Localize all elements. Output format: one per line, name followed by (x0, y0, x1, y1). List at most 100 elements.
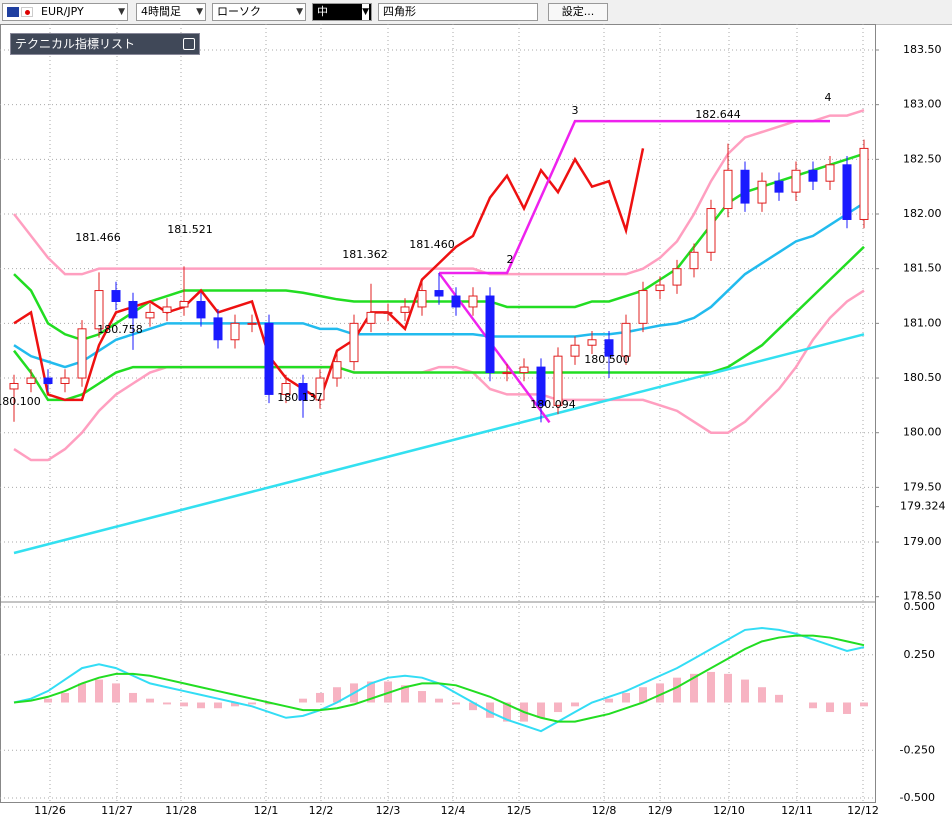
candle-body (842, 164, 852, 220)
histogram-bar (690, 673, 698, 703)
histogram-bar (418, 691, 426, 703)
chart-style: ローソク (217, 5, 261, 18)
x-tick-label: 12/9 (648, 804, 673, 817)
annotation: 181.460 (409, 238, 455, 251)
y-tick-label: 180.00 (903, 426, 942, 439)
annotation: 180.758 (97, 323, 143, 336)
candle-body (604, 339, 614, 357)
candle-body (808, 169, 818, 182)
indicator-line (439, 119, 830, 275)
candle-body (587, 339, 597, 346)
eu-flag (7, 7, 19, 17)
histogram-bar (299, 698, 307, 703)
candle-body (26, 377, 36, 384)
candle-body (859, 147, 869, 220)
histogram-bar (197, 702, 205, 709)
histogram-bar (843, 702, 851, 714)
candle-body (196, 300, 206, 319)
histogram-bar (707, 671, 715, 703)
candle-body (145, 311, 155, 319)
style-select[interactable]: ローソク ▼ (212, 3, 306, 21)
drawing: 四角形 (383, 5, 416, 18)
candle-body (434, 290, 444, 297)
histogram-bar (741, 679, 749, 703)
histogram-bar (61, 692, 69, 703)
x-tick-label: 12/11 (781, 804, 813, 817)
indicator-panel[interactable]: テクニカル指標リスト (10, 33, 200, 55)
macd-line (13, 634, 865, 723)
x-tick-label: 11/27 (101, 804, 133, 817)
x-tick-label: 12/1 (254, 804, 279, 817)
y-tick-label: 0.250 (904, 648, 936, 661)
annotation: 3 (572, 104, 579, 117)
histogram-bar (622, 692, 630, 703)
histogram-bar (231, 702, 239, 707)
histogram-bar (435, 698, 443, 703)
candle-body (128, 300, 138, 319)
annotation: 181.362 (342, 248, 388, 261)
candle-body (536, 366, 546, 406)
y-tick-label: 179.50 (903, 480, 942, 493)
histogram-bar (503, 702, 511, 722)
histogram-bar (129, 692, 137, 703)
y-tick-label: 180.50 (903, 371, 942, 384)
histogram-bar (333, 687, 341, 703)
indicator-line (13, 148, 645, 402)
size-select[interactable]: 中 ▼ (312, 3, 372, 21)
candle-body (825, 164, 835, 182)
x-tick-label: 12/4 (441, 804, 466, 817)
y-tick-label: 183.00 (903, 98, 942, 111)
histogram-bar (146, 698, 154, 703)
x-tick-label: 12/3 (376, 804, 401, 817)
histogram-bar (214, 702, 222, 709)
histogram-bar (95, 679, 103, 703)
candle-body (94, 290, 104, 330)
candle-body (230, 322, 240, 341)
chart: 183.50 183.00 182.50 182.00 181.50 181.00 180.… (0, 24, 946, 817)
candle-body (791, 169, 801, 193)
symbol-select[interactable]: EUR/JPY ▼ (2, 3, 128, 21)
histogram-bar (605, 698, 613, 703)
timeframe-select[interactable]: 4時間足 ▼ (136, 3, 206, 21)
histogram-bar (809, 702, 817, 709)
y-tick-label: 0.500 (904, 600, 936, 613)
x-tick-label: 12/5 (507, 804, 532, 817)
histogram-bar (571, 702, 579, 707)
candle-body (553, 355, 563, 406)
candle-body (400, 306, 410, 313)
histogram-bar (537, 702, 545, 718)
settings: 設定... (561, 5, 595, 18)
histogram-bar (112, 683, 120, 703)
candle-body (315, 377, 325, 401)
candle-body (366, 311, 376, 324)
histogram-bar (724, 673, 732, 703)
candle-body (43, 377, 53, 384)
drawing-select[interactable]: 四角形 (378, 3, 538, 21)
indicator-title: テクニカル指標リスト (15, 37, 136, 51)
symbol: EUR/JPY (41, 5, 84, 18)
annotation: 180.500 (584, 353, 630, 366)
y-tick-label: 181.50 (903, 262, 942, 275)
histogram-bar (316, 692, 324, 703)
candle-body (417, 290, 427, 308)
histogram-bar (656, 683, 664, 703)
y-tick-label: 182.50 (903, 152, 942, 165)
candle-body (468, 295, 478, 308)
annotation: 181.521 (167, 223, 213, 236)
indicator-line (13, 108, 865, 276)
annotation: 4 (825, 91, 832, 104)
settings-button[interactable]: 設定... (548, 3, 608, 21)
y-tick-label: -0.500 (900, 791, 935, 804)
candle-body (247, 322, 257, 325)
y-tick-label: 183.50 (903, 43, 942, 56)
candle-body (757, 180, 767, 204)
histogram-bar (486, 702, 494, 718)
histogram-bar (639, 687, 647, 703)
candle-body (570, 344, 580, 357)
jp-flag (21, 7, 33, 17)
candle-body (655, 284, 665, 292)
annotation: 180.100 (0, 395, 41, 408)
candle-body (723, 169, 733, 210)
candle-body (451, 295, 461, 308)
